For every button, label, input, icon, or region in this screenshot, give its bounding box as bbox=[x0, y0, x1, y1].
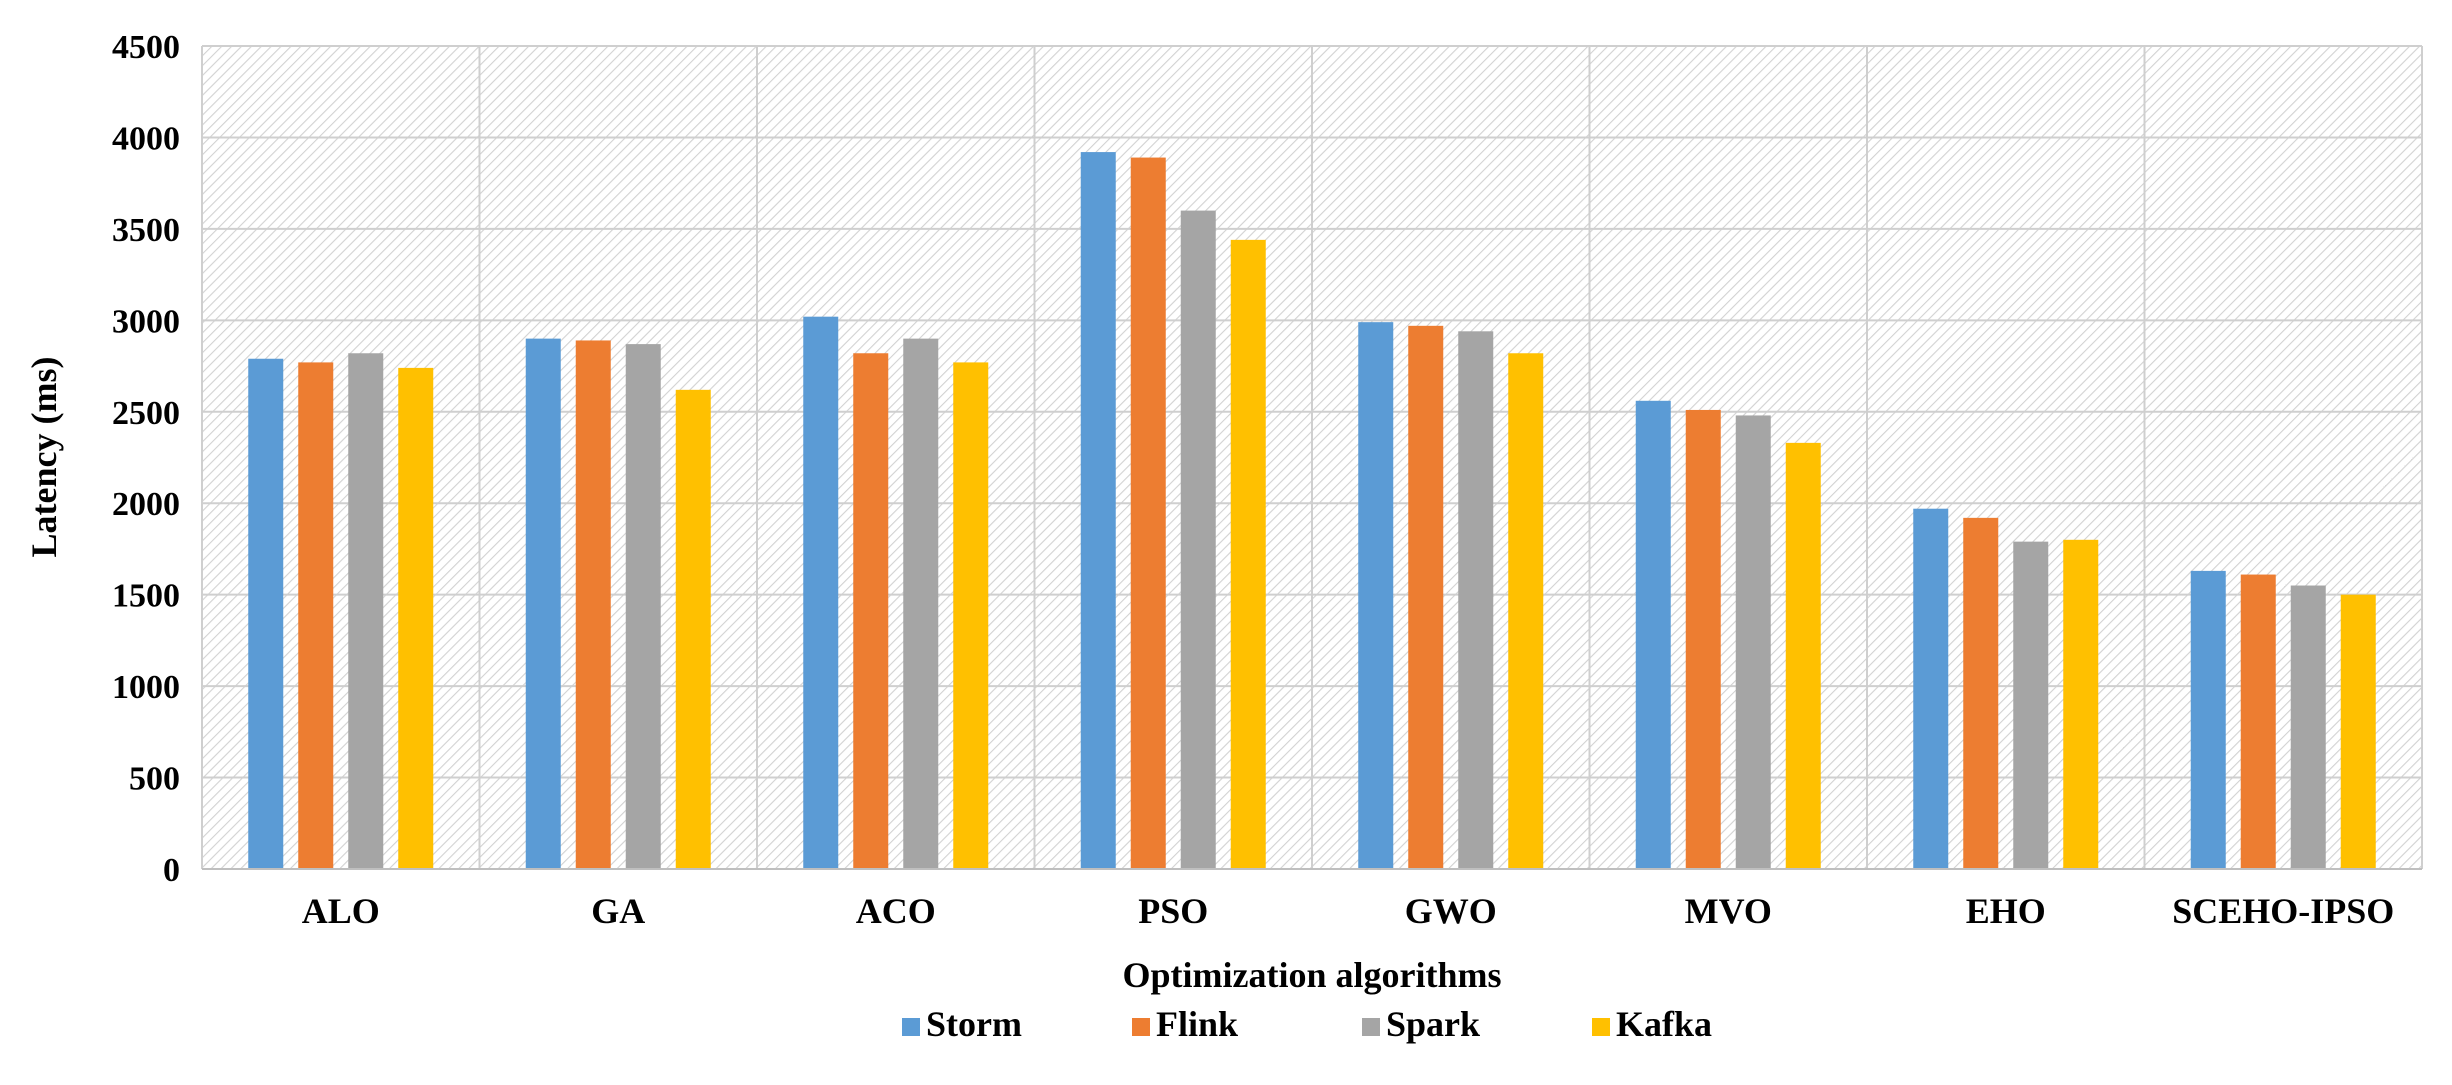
bar-flink-mvo bbox=[1685, 409, 1721, 869]
x-tick-label: EHO bbox=[1966, 891, 2046, 931]
bar-kafka-sceho-ipso bbox=[2340, 594, 2376, 869]
bar-flink-aco bbox=[853, 353, 889, 870]
bar-storm-mvo bbox=[1635, 400, 1671, 869]
bar-kafka-gwo bbox=[1508, 353, 1544, 870]
y-tick-label: 3000 bbox=[112, 303, 180, 340]
legend-swatch bbox=[1592, 1018, 1610, 1036]
x-tick-label: ACO bbox=[856, 891, 936, 931]
bar-spark-sceho-ipso bbox=[2290, 585, 2326, 869]
bar-storm-gwo bbox=[1358, 322, 1394, 869]
y-tick-label: 1000 bbox=[112, 669, 180, 706]
bar-flink-ga bbox=[575, 340, 611, 869]
x-tick-label: SCEHO-IPSO bbox=[2172, 891, 2394, 931]
bar-storm-aco bbox=[803, 316, 839, 870]
x-tick-label: GA bbox=[591, 891, 645, 931]
y-tick-label: 4000 bbox=[112, 120, 180, 157]
bar-flink-sceho-ipso bbox=[2240, 574, 2276, 869]
x-tick-label: PSO bbox=[1138, 891, 1208, 931]
legend-swatch bbox=[1132, 1018, 1150, 1036]
legend-label: Storm bbox=[926, 1004, 1022, 1044]
bar-kafka-mvo bbox=[1785, 442, 1821, 869]
legend-item-storm: Storm bbox=[902, 1004, 1022, 1044]
axis-layer: 0 500 1000 1500 2000 2500 3000 3500 4000 4500 ALO G… bbox=[112, 29, 2422, 931]
y-tick-label: 500 bbox=[129, 761, 180, 798]
x-axis-label: Optimization algorithms bbox=[1123, 955, 1502, 995]
bar-kafka-aco bbox=[953, 362, 989, 869]
bar-flink-eho bbox=[1963, 517, 1999, 869]
legend: Storm Flink Spark Kafka bbox=[902, 1004, 1712, 1044]
legend-item-spark: Spark bbox=[1362, 1004, 1480, 1044]
bar-storm-eho bbox=[1913, 508, 1949, 869]
bar-spark-ga bbox=[625, 344, 661, 869]
bar-kafka-pso bbox=[1230, 239, 1266, 869]
y-tick-label: 4500 bbox=[112, 29, 180, 66]
bar-storm-sceho-ipso bbox=[2190, 570, 2226, 869]
y-tick-label: 0 bbox=[163, 852, 180, 889]
y-axis-label: Latency (ms) bbox=[24, 357, 64, 558]
bar-spark-eho bbox=[2013, 541, 2049, 869]
bar-kafka-alo bbox=[398, 367, 434, 869]
y-tick-label: 1500 bbox=[112, 578, 180, 615]
bar-kafka-eho bbox=[2063, 539, 2099, 869]
bar-flink-alo bbox=[298, 362, 334, 869]
y-tick-label: 3500 bbox=[112, 212, 180, 249]
bar-storm-alo bbox=[248, 358, 284, 869]
bar-storm-pso bbox=[1080, 152, 1116, 869]
x-tick-label: ALO bbox=[302, 891, 380, 931]
legend-swatch bbox=[1362, 1018, 1380, 1036]
legend-label: Spark bbox=[1386, 1004, 1480, 1044]
x-tick-label: MVO bbox=[1685, 891, 1772, 931]
bar-storm-ga bbox=[525, 338, 561, 870]
legend-item-flink: Flink bbox=[1132, 1004, 1238, 1044]
legend-label: Flink bbox=[1156, 1004, 1238, 1044]
bar-spark-gwo bbox=[1458, 331, 1494, 870]
legend-item-kafka: Kafka bbox=[1592, 1004, 1712, 1044]
legend-label: Kafka bbox=[1616, 1004, 1712, 1044]
bars-layer bbox=[248, 152, 2376, 870]
legend-swatch bbox=[902, 1018, 920, 1036]
y-tick-label: 2000 bbox=[112, 486, 180, 523]
bar-flink-gwo bbox=[1408, 325, 1444, 869]
bar-flink-pso bbox=[1130, 157, 1166, 869]
bar-spark-aco bbox=[903, 338, 939, 870]
bar-kafka-ga bbox=[675, 389, 711, 869]
bar-spark-pso bbox=[1180, 210, 1216, 870]
grid-layer bbox=[201, 45, 2423, 869]
x-tick-label: GWO bbox=[1405, 891, 1497, 931]
bar-spark-alo bbox=[348, 353, 384, 870]
bar-spark-mvo bbox=[1735, 415, 1771, 869]
y-tick-label: 2500 bbox=[112, 395, 180, 432]
